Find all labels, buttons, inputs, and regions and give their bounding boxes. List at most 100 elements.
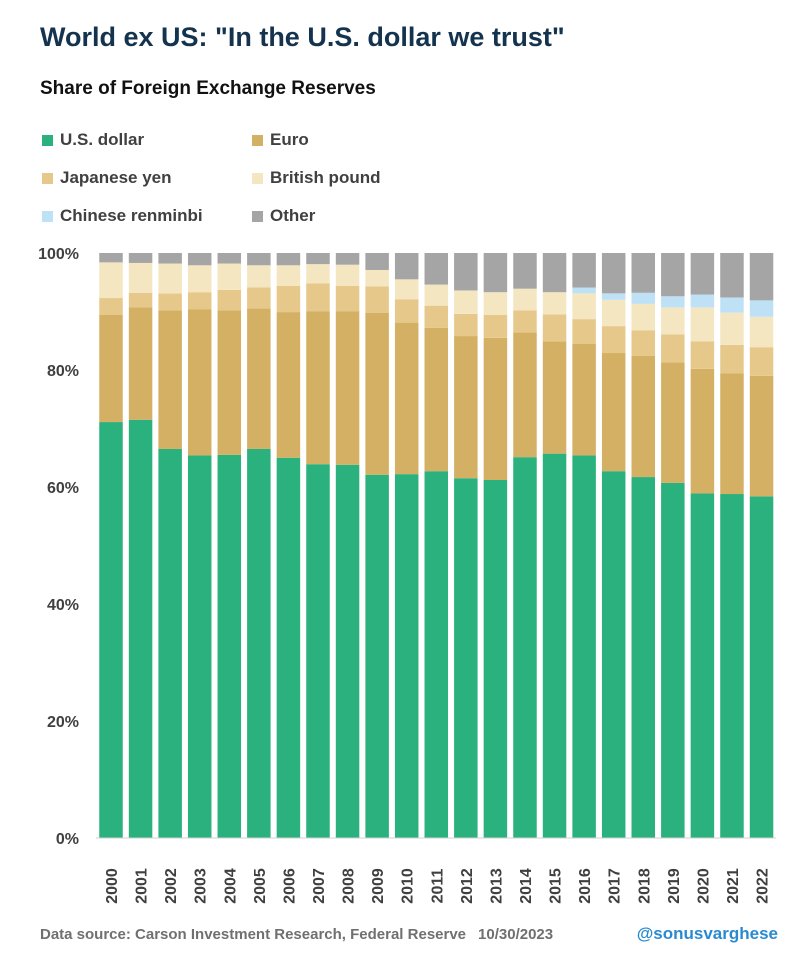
- bar-segment-british-pound-2007: [306, 264, 330, 284]
- bar-segment-british-pound-2016: [572, 293, 596, 320]
- bar-segment-other-2005: [247, 253, 271, 266]
- y-tick-label: 60%: [47, 480, 79, 497]
- x-tick-label: 2018: [636, 868, 653, 904]
- author-handle[interactable]: @sonusvarghese: [636, 924, 778, 943]
- x-tick-label: 2015: [548, 868, 565, 904]
- bar-segment-other-2006: [276, 253, 301, 266]
- bar-segment-japanese-yen-2003: [187, 292, 212, 310]
- bar-stack-2009: [365, 253, 389, 838]
- legend-swatch-other: [252, 210, 263, 222]
- bar-segment-chinese-renminbi-2021: [720, 297, 744, 313]
- bar-segment-euro-2004: [217, 310, 242, 455]
- bar-segment-other-2007: [306, 253, 330, 265]
- y-tick-label: 100%: [38, 246, 79, 263]
- bar-segment-u-s-dollar-2005: [247, 448, 271, 838]
- bar-segment-euro-2007: [306, 311, 330, 465]
- bar-segment-u-s-dollar-2001: [128, 419, 153, 838]
- bar-segment-british-pound-2001: [128, 262, 153, 293]
- bar-segment-british-pound-2002: [158, 263, 182, 294]
- bar-segment-euro-2022: [749, 375, 774, 497]
- bar-segment-u-s-dollar-2012: [454, 478, 478, 838]
- bar-segment-british-pound-2014: [513, 288, 537, 311]
- legend-swatch-japanese-yen: [42, 172, 53, 184]
- bar-segment-japanese-yen-2004: [217, 289, 242, 311]
- bar-segment-british-pound-2012: [454, 290, 478, 314]
- bar-segment-british-pound-2008: [335, 264, 360, 286]
- bar-segment-british-pound-2005: [247, 265, 271, 288]
- bar-segment-british-pound-2011: [424, 284, 449, 306]
- bar-segment-u-s-dollar-2017: [601, 471, 626, 838]
- bar-stack-2007: [306, 253, 330, 838]
- bar-stack-2017: [601, 253, 626, 838]
- bar-segment-u-s-dollar-2009: [365, 474, 389, 838]
- x-tick-label: 2012: [459, 868, 476, 904]
- x-tick-label: 2021: [725, 868, 742, 904]
- x-tick-label: 2010: [400, 868, 417, 904]
- bar-segment-chinese-renminbi-2022: [749, 300, 774, 317]
- x-tick-label: 2009: [370, 868, 387, 904]
- bar-segment-u-s-dollar-2019: [661, 482, 685, 838]
- bar-segment-euro-2020: [690, 368, 715, 494]
- bar-segment-u-s-dollar-2015: [542, 453, 567, 838]
- bar-segment-euro-2000: [99, 315, 123, 423]
- x-tick-label: 2006: [281, 868, 298, 904]
- bar-stack-2022: [749, 253, 774, 838]
- bar-segment-other-2001: [128, 253, 153, 263]
- bar-segment-u-s-dollar-2022: [749, 496, 774, 838]
- bar-segment-japanese-yen-2021: [720, 344, 744, 374]
- bar-segment-japanese-yen-2001: [128, 292, 153, 308]
- bar-segment-euro-2001: [128, 307, 153, 420]
- bar-segment-japanese-yen-2000: [99, 298, 123, 316]
- bar-segment-chinese-renminbi-2018: [631, 292, 656, 304]
- x-tick-label: 2005: [252, 868, 269, 904]
- bar-segment-british-pound-2006: [276, 265, 301, 286]
- bar-stack-2001: [128, 253, 153, 838]
- chart-subtitle: Share of Foreign Exchange Reserves: [40, 78, 376, 99]
- legend-label-japanese-yen: Japanese yen: [60, 168, 172, 187]
- legend-label-chinese-renminbi: Chinese renminbi: [60, 206, 203, 225]
- bar-stack-2006: [276, 253, 301, 838]
- bar-segment-other-2013: [483, 253, 508, 293]
- bar-segment-british-pound-2003: [187, 265, 212, 293]
- bar-segment-japanese-yen-2006: [276, 285, 301, 313]
- legend-swatch-us-dollar: [42, 134, 53, 146]
- bar-segment-euro-2010: [394, 322, 419, 475]
- bar-stack-2002: [158, 253, 182, 838]
- bar-segment-japanese-yen-2005: [247, 287, 271, 309]
- bar-segment-euro-2002: [158, 310, 182, 449]
- bar-stack-2021: [720, 253, 744, 838]
- bar-segment-euro-2003: [187, 309, 212, 456]
- bar-segment-other-2009: [365, 253, 389, 270]
- bar-segment-u-s-dollar-2010: [394, 474, 419, 838]
- bar-segment-british-pound-2019: [661, 307, 685, 335]
- bar-segment-japanese-yen-2014: [513, 310, 537, 333]
- bar-segment-u-s-dollar-2014: [513, 457, 537, 838]
- bar-segment-other-2003: [187, 253, 212, 266]
- bar-segment-japanese-yen-2019: [661, 334, 685, 363]
- bar-segment-japanese-yen-2020: [690, 341, 715, 369]
- bar-segment-u-s-dollar-2011: [424, 471, 449, 838]
- bar-stack-2008: [335, 253, 360, 838]
- footer-date: 10/30/2023: [478, 926, 554, 943]
- bar-stack-2013: [483, 253, 508, 838]
- x-tick-label: 2008: [341, 868, 358, 904]
- bar-segment-euro-2011: [424, 327, 449, 472]
- bar-segment-u-s-dollar-2021: [720, 494, 744, 838]
- bar-stack-2012: [454, 253, 478, 838]
- y-tick-label: 40%: [47, 597, 79, 614]
- legend-swatch-euro: [252, 134, 263, 146]
- x-tick-label: 2019: [666, 868, 683, 904]
- x-tick-label: 2003: [193, 868, 210, 904]
- x-tick-label: 2007: [311, 868, 328, 904]
- bar-segment-euro-2016: [572, 343, 596, 456]
- bar-segment-british-pound-2009: [365, 269, 389, 287]
- bar-segment-u-s-dollar-2003: [187, 455, 212, 838]
- bar-segment-euro-2021: [720, 373, 744, 495]
- x-tick-label: 2002: [163, 868, 180, 904]
- legend-item-british-pound: British pound: [252, 168, 380, 188]
- bar-segment-japanese-yen-2017: [601, 326, 626, 354]
- bar-segment-u-s-dollar-2000: [99, 422, 123, 838]
- legend-item-japanese-yen: Japanese yen: [42, 168, 172, 188]
- bar-segment-japanese-yen-2018: [631, 330, 656, 356]
